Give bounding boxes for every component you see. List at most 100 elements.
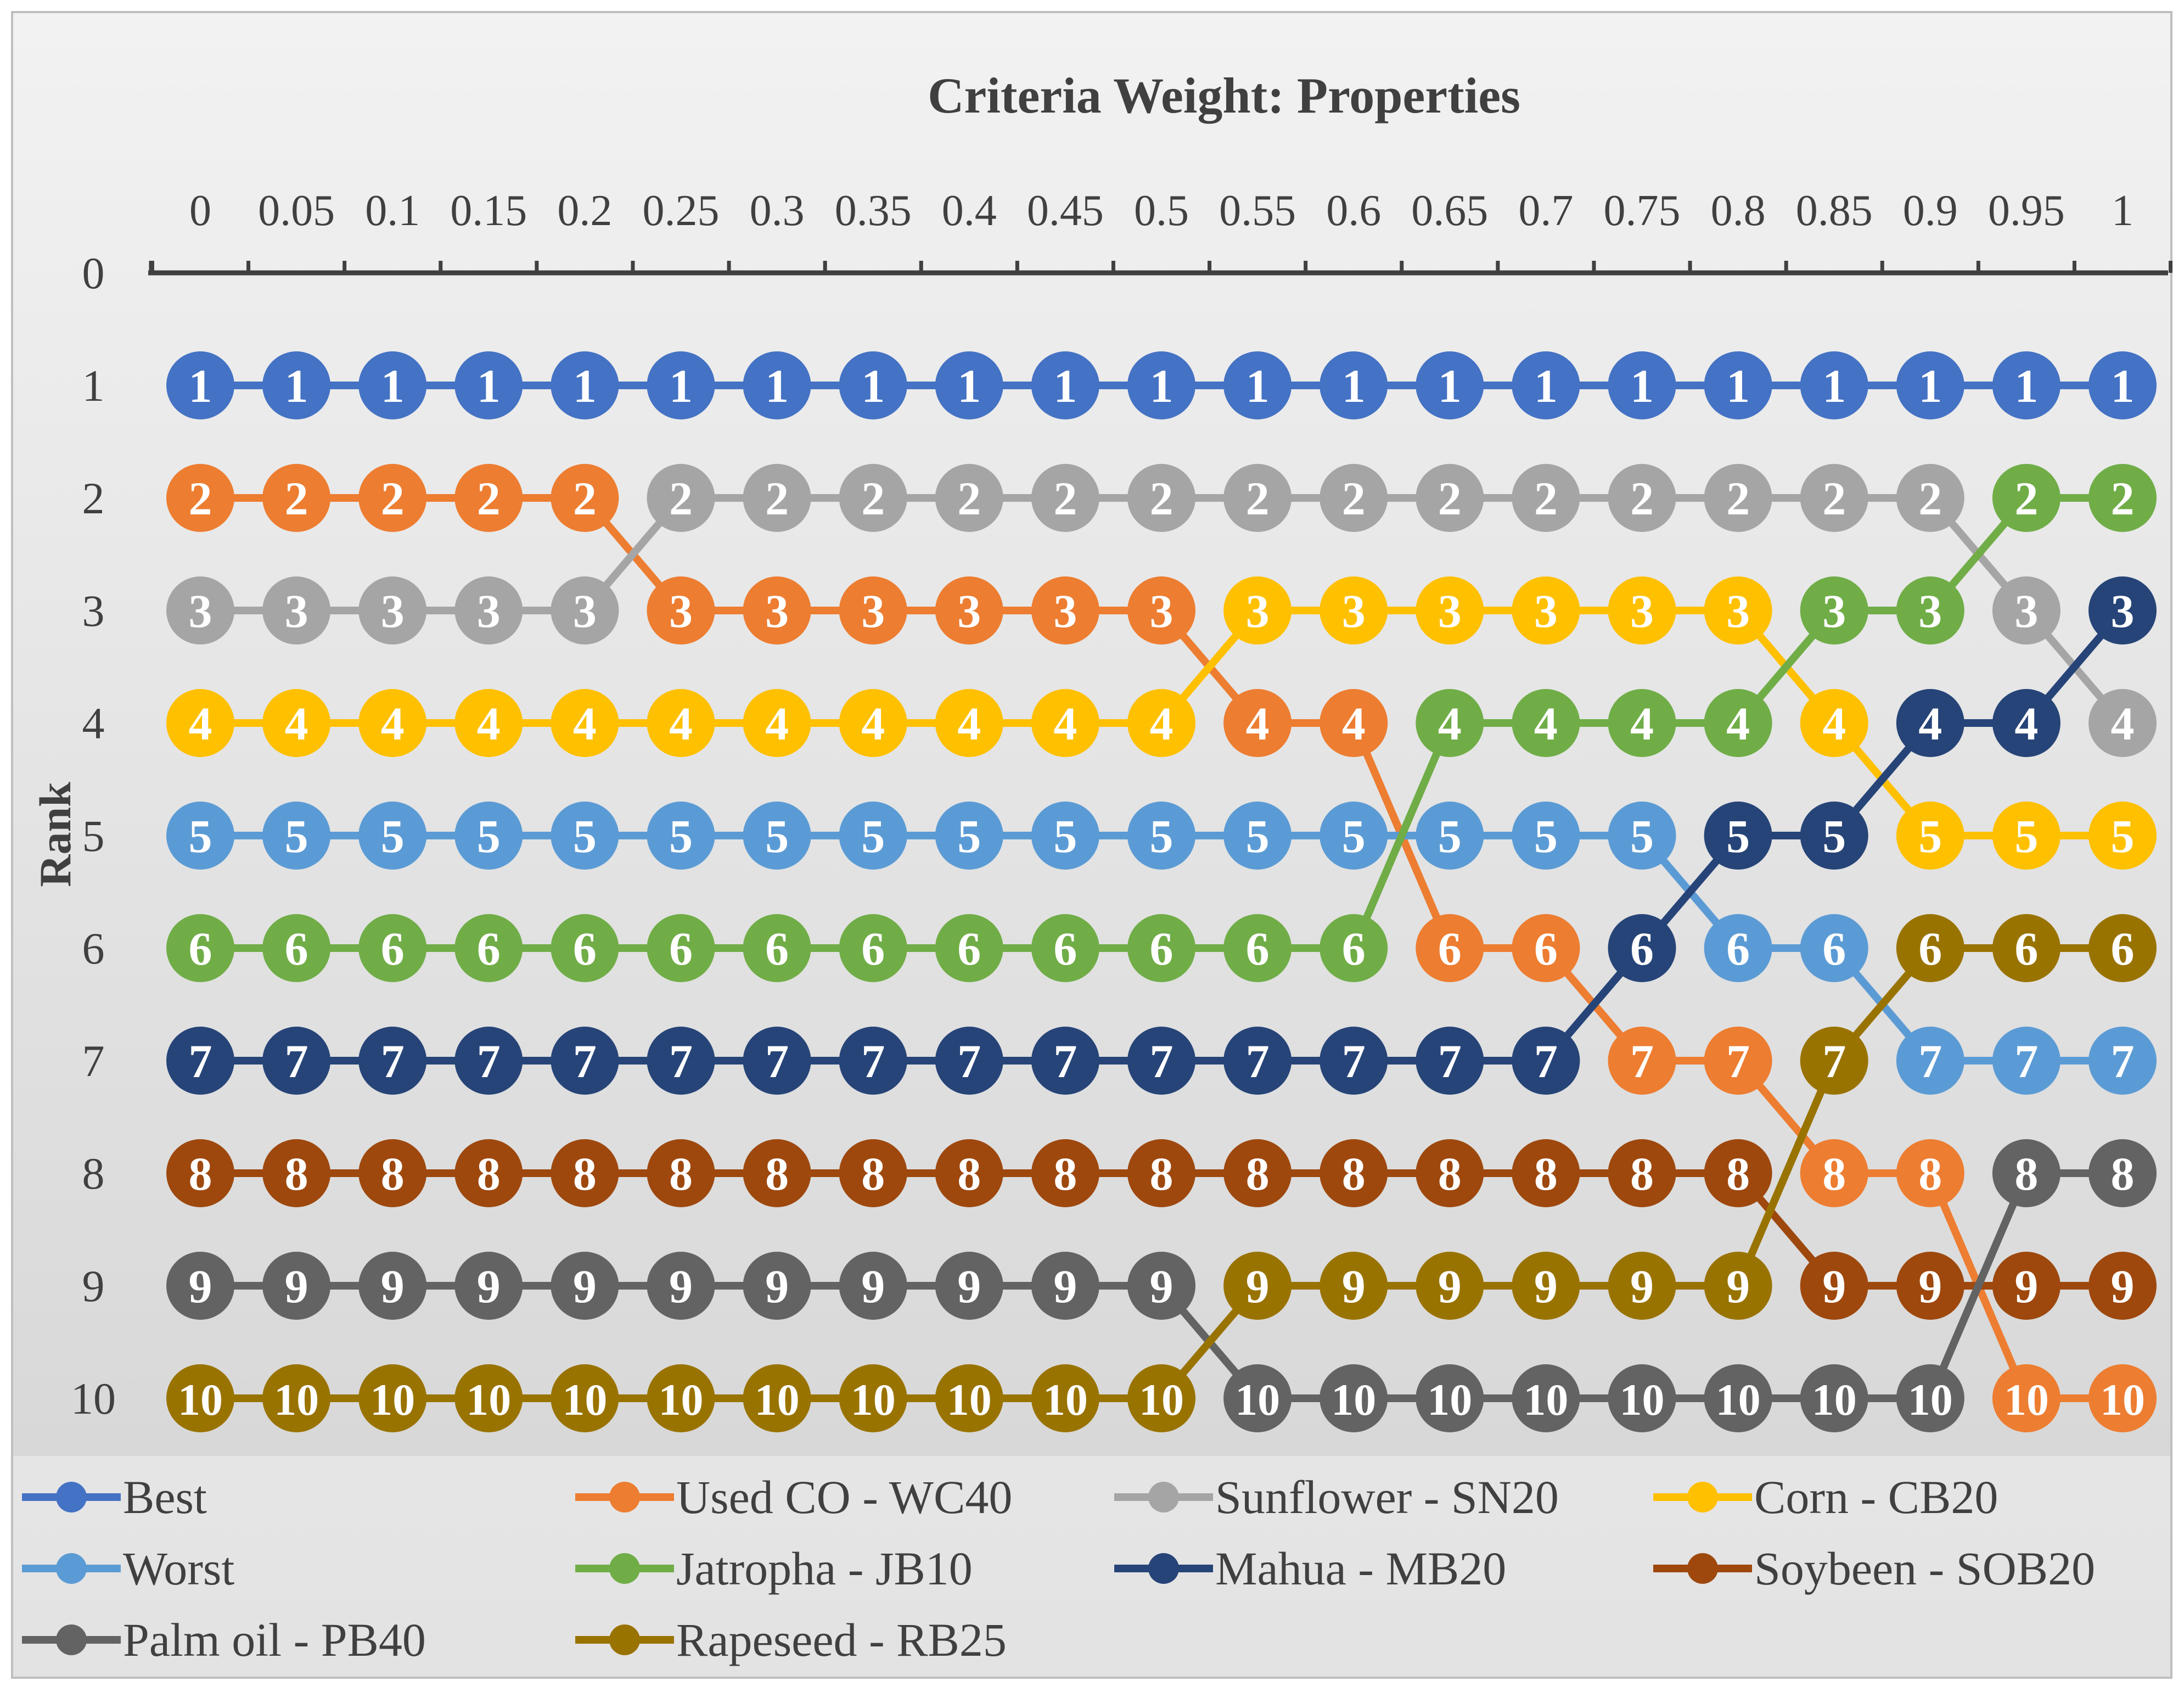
data-marker: [1800, 1139, 1868, 1207]
data-point: 6: [1127, 914, 1195, 982]
data-point: 9: [1608, 1252, 1676, 1320]
data-point: 9: [1416, 1252, 1484, 1320]
data-point: 1: [743, 351, 811, 419]
data-marker: [1896, 1364, 1964, 1432]
data-label: 1: [2014, 360, 2038, 412]
data-point: 5: [262, 802, 331, 870]
data-point: 2: [1992, 464, 2061, 532]
legend-swatch: [1114, 1467, 1213, 1527]
data-marker: [454, 1364, 523, 1432]
data-marker: [358, 802, 427, 870]
legend-swatch: [575, 1538, 674, 1599]
legend-label: Palm oil - PB40: [123, 1613, 426, 1666]
data-point: 4: [1608, 689, 1676, 757]
data-label: 2: [381, 472, 405, 525]
data-point: 1: [551, 351, 619, 419]
data-marker: [1416, 576, 1484, 645]
legend-marker: [1148, 1482, 1179, 1512]
data-label: 5: [1630, 810, 1654, 862]
data-point: 7: [839, 1027, 907, 1095]
legend-item: Best: [22, 1467, 207, 1527]
data-point: 6: [935, 914, 1003, 982]
data-marker: [454, 1252, 523, 1320]
data-marker: [743, 1027, 811, 1095]
data-marker: [2088, 1027, 2157, 1095]
data-label: 10: [370, 1375, 415, 1425]
data-point: 6: [358, 914, 427, 982]
data-marker: [743, 464, 811, 532]
data-label: 2: [861, 472, 885, 525]
data-label: 5: [1053, 810, 1077, 862]
data-marker: [647, 802, 715, 870]
data-marker: [1800, 689, 1868, 757]
data-marker: [262, 689, 331, 757]
x-tick-label: 0.55: [1219, 187, 1296, 235]
data-marker: [935, 689, 1003, 757]
data-label: 6: [1342, 922, 1366, 975]
data-marker: [1223, 689, 1292, 757]
data-label: 1: [957, 360, 981, 412]
data-point: 8: [935, 1139, 1003, 1207]
data-label: 9: [1630, 1260, 1654, 1313]
data-point: 8: [2088, 1139, 2157, 1207]
data-point: 2: [1704, 464, 1772, 532]
data-point: 9: [647, 1252, 715, 1320]
data-label: 1: [765, 360, 789, 412]
data-label: 2: [1918, 472, 1942, 525]
data-label: 1: [1342, 360, 1366, 412]
data-marker: [935, 464, 1003, 532]
data-point: 4: [935, 689, 1003, 757]
data-label: 3: [1438, 585, 1462, 637]
data-point: 7: [2088, 1027, 2157, 1095]
data-marker: [1608, 689, 1676, 757]
data-marker: [1992, 1364, 2061, 1432]
data-point: 2: [1223, 464, 1292, 532]
data-point: 9: [1992, 1252, 2061, 1320]
data-marker: [166, 1027, 234, 1095]
data-marker: [358, 1364, 427, 1432]
data-label: 3: [765, 585, 789, 637]
data-point: 2: [551, 464, 619, 532]
data-marker: [1992, 464, 2061, 532]
data-label: 7: [2014, 1035, 2038, 1088]
data-marker: [1031, 351, 1099, 419]
data-point: 9: [2088, 1252, 2157, 1320]
data-point: 10: [1320, 1364, 1388, 1432]
data-label: 7: [1053, 1035, 1077, 1088]
legend: Best Used CO - WC40 Sunflower - SN20 Corn -…: [22, 1455, 2163, 1674]
data-label: 6: [957, 922, 981, 975]
data-point: 6: [1608, 914, 1676, 982]
data-marker: [1512, 914, 1580, 982]
legend-item: Mahua - MB20: [1114, 1538, 1506, 1599]
data-label: 9: [1342, 1260, 1366, 1313]
data-marker: [454, 351, 523, 419]
data-label: 4: [1053, 697, 1077, 750]
data-label: 8: [1822, 1147, 1846, 1200]
data-marker: [551, 689, 619, 757]
data-marker: [1608, 1364, 1676, 1432]
data-label: 10: [466, 1375, 511, 1425]
legend-item: Jatropha - JB10: [575, 1538, 973, 1599]
y-axis-title: Rank: [30, 782, 80, 887]
data-label: 1: [1918, 360, 1942, 412]
data-point: 9: [935, 1252, 1003, 1320]
data-point: 1: [1127, 351, 1195, 419]
data-label: 8: [573, 1147, 597, 1200]
data-label: 1: [477, 360, 501, 412]
data-marker: [1416, 914, 1484, 982]
data-label: 5: [2014, 810, 2038, 862]
data-point: 3: [2088, 576, 2157, 645]
data-point: 9: [166, 1252, 234, 1320]
data-point: 2: [166, 464, 234, 532]
y-tick-label: 2: [82, 473, 105, 523]
data-point: 10: [262, 1364, 331, 1432]
data-label: 1: [1630, 360, 1654, 412]
data-marker: [647, 1027, 715, 1095]
legend-swatch: [22, 1467, 121, 1527]
data-label: 6: [1630, 922, 1654, 975]
data-label: 9: [861, 1260, 885, 1313]
data-label: 4: [1246, 697, 1270, 750]
data-label: 4: [1534, 697, 1558, 750]
data-marker: [1896, 1252, 1964, 1320]
data-label: 8: [1438, 1147, 1462, 1200]
